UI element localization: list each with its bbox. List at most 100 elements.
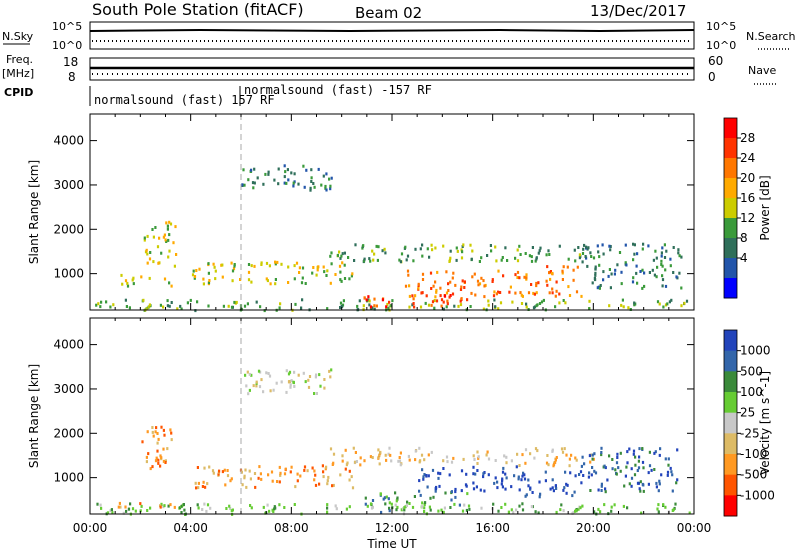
colorbar-swatch <box>724 158 737 179</box>
colorbar-swatch <box>724 218 737 239</box>
power-echo-region <box>120 273 173 288</box>
velocity-echo-region <box>244 368 333 396</box>
nsky-panel <box>89 21 695 50</box>
cpid-segment-2: normalsound (fast) -157 RF <box>244 83 432 97</box>
velocity-panel: 1000 2000 3000 4000 00:00 04:00 08:00 12:00 16:0… <box>27 317 775 551</box>
velocity-echo-region <box>418 465 520 494</box>
power-echo-region <box>518 265 583 298</box>
nsky-tick-top: 10^5 <box>52 20 82 33</box>
velocity-echo-region <box>329 446 595 468</box>
velocity-echo-region <box>141 425 173 471</box>
power-echoes <box>95 164 689 313</box>
colorbar-tick-label: 24 <box>740 151 755 165</box>
colorbar-tick-label: 500 <box>740 364 763 378</box>
x-tick-label: 04:00 <box>173 521 208 535</box>
colorbar-tick-label: -100 <box>740 447 767 461</box>
velocity-echo-region <box>194 464 355 490</box>
power-echo-region <box>404 269 520 299</box>
y-tick-label: 4000 <box>53 134 84 148</box>
y-tick-label: 1000 <box>53 267 84 281</box>
nsky-tick-bottom: 10^0 <box>52 39 82 52</box>
velocity-echo-region <box>364 491 469 514</box>
colorbar-swatch <box>724 371 737 393</box>
date-label: 13/Dec/2017 <box>590 2 686 20</box>
colorbar-tick-label: -1000 <box>740 488 775 502</box>
nsearch-label: N.Search <box>746 30 796 43</box>
colorbar-tick-label: 100 <box>740 385 763 399</box>
colorbar-tick-label: -25 <box>740 426 760 440</box>
colorbar-label: Power [dB] <box>758 175 772 240</box>
colorbar-swatch <box>724 454 737 476</box>
colorbar-label: Velocity [m s^-1] <box>758 371 772 475</box>
velocity-frame <box>89 317 695 515</box>
y-tick-label: 2000 <box>53 426 84 440</box>
nave-tick-bottom: 0 <box>708 70 716 84</box>
cpid-segment-1: normalsound (fast) 157 RF <box>94 93 275 107</box>
colorbar-swatch <box>724 330 737 352</box>
velocity-colorbar: 1000 500 100 25 -25 -100 -500 -1000 Velocity [m … <box>723 329 775 517</box>
x-tick-label: 00:00 <box>73 521 108 535</box>
colorbar-swatch <box>724 433 737 455</box>
y-tick-label: 1000 <box>53 471 84 485</box>
freq-tick-bottom: 8 <box>68 70 76 84</box>
colorbar-swatch <box>724 392 737 414</box>
freq-tick-top: 18 <box>63 55 78 69</box>
power-panel: 1000 2000 3000 4000 Slant Range [km] 28 24 20 16… <box>27 113 772 313</box>
freq-label: Freq. <box>6 53 33 66</box>
colorbar-tick-label: 8 <box>740 231 748 245</box>
colorbar-swatch <box>724 198 737 219</box>
colorbar-tick-label: 1000 <box>740 344 771 358</box>
freq-unit: [MHz] <box>2 67 34 80</box>
nave-label: Nave <box>748 64 776 77</box>
colorbar-swatch <box>724 138 737 159</box>
power-colorbar: 28 24 20 16 12 8 4 Power [dB] <box>723 117 772 299</box>
x-tick-label: 12:00 <box>375 521 410 535</box>
power-echo-region <box>191 260 354 286</box>
y-tick-label: 2000 <box>53 222 84 236</box>
x-tick-label: 00:00 <box>677 521 712 535</box>
colorbar-swatch <box>724 474 737 496</box>
y-tick-label: 3000 <box>53 178 84 192</box>
colorbar-swatch <box>724 495 737 517</box>
y-tick-label: 4000 <box>53 338 84 352</box>
y-axis-label: Slant Range [km] <box>27 160 41 264</box>
velocity-echo-region <box>518 470 583 499</box>
nsearch-tick-bottom: 10^0 <box>706 39 736 52</box>
colorbar-swatch <box>724 178 737 199</box>
power-echo-region <box>241 164 333 192</box>
y-tick-label: 3000 <box>53 382 84 396</box>
velocity-echo-region <box>117 501 176 509</box>
power-echo-region <box>363 294 469 309</box>
colorbar-swatch <box>724 412 737 434</box>
colorbar-tick-label: 28 <box>740 131 755 145</box>
y-axis-label: Slant Range [km] <box>27 364 41 468</box>
x-tick-label: 08:00 <box>274 521 309 535</box>
colorbar-tick-label: 16 <box>740 191 755 205</box>
power-echo-region <box>581 242 683 290</box>
power-echo-region <box>143 220 178 268</box>
colorbar-swatch <box>724 350 737 372</box>
colorbar-swatch <box>724 278 737 299</box>
x-tick-label: 20:00 <box>576 521 611 535</box>
nsearch-tick-top: 10^5 <box>706 20 736 33</box>
x-axis-label: Time UT <box>366 537 417 551</box>
nsky-label: N.Sky <box>2 30 34 43</box>
velocity-echoes <box>96 368 691 516</box>
colorbar-tick-label: 12 <box>740 211 755 225</box>
nave-tick-top: 60 <box>708 54 723 68</box>
cpid-label: CPID <box>4 86 33 99</box>
x-tick-label: 16:00 <box>475 521 510 535</box>
nsky-line <box>89 28 695 33</box>
colorbar-swatch <box>724 118 737 139</box>
velocity-echo-region <box>580 446 679 494</box>
colorbar-swatch <box>724 238 737 259</box>
colorbar-swatch <box>724 258 737 279</box>
colorbar-tick-label: 4 <box>740 251 748 265</box>
colorbar-tick-label: 20 <box>740 171 755 185</box>
colorbar-tick-label: 25 <box>740 406 755 420</box>
colorbar-tick-label: -500 <box>740 468 767 482</box>
figure-title: South Pole Station (fitACF) <box>92 0 304 19</box>
beam-label: Beam 02 <box>355 4 422 22</box>
power-echo-region <box>329 243 596 264</box>
